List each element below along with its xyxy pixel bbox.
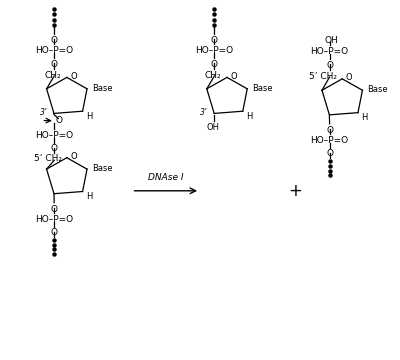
Text: O: O xyxy=(326,126,333,135)
Text: O: O xyxy=(70,152,77,161)
Text: O: O xyxy=(51,228,58,237)
Text: Base: Base xyxy=(92,84,113,93)
Text: O: O xyxy=(51,204,58,213)
Text: O: O xyxy=(56,116,62,125)
Text: DNAse I: DNAse I xyxy=(148,173,184,182)
Text: O: O xyxy=(346,73,352,82)
Text: Base: Base xyxy=(92,164,113,173)
Text: HO–P=O: HO–P=O xyxy=(35,215,73,224)
Text: CH₂: CH₂ xyxy=(44,71,61,80)
Text: H: H xyxy=(86,192,92,201)
Text: 5’ CH₂: 5’ CH₂ xyxy=(34,154,62,163)
Text: OH: OH xyxy=(324,36,338,45)
Text: O: O xyxy=(51,144,58,153)
Text: O: O xyxy=(211,60,218,69)
Text: HO–P=O: HO–P=O xyxy=(35,131,73,140)
Text: OH: OH xyxy=(207,123,220,132)
Text: HO–P=O: HO–P=O xyxy=(35,46,73,55)
Text: O: O xyxy=(211,36,218,45)
Text: H: H xyxy=(362,113,368,122)
Text: O: O xyxy=(70,72,77,81)
Text: H: H xyxy=(246,112,253,121)
Text: Base: Base xyxy=(252,84,273,93)
Text: O: O xyxy=(326,61,333,70)
Text: HO–P=O: HO–P=O xyxy=(195,46,234,55)
Text: O: O xyxy=(51,60,58,69)
Text: O: O xyxy=(230,72,237,81)
Text: Base: Base xyxy=(368,85,388,94)
Text: O: O xyxy=(326,149,333,158)
Text: H: H xyxy=(86,112,92,121)
Text: 3’: 3’ xyxy=(40,108,47,117)
Text: 5’ CH₂: 5’ CH₂ xyxy=(309,72,337,81)
Text: O: O xyxy=(51,36,58,45)
Text: 3’: 3’ xyxy=(200,108,207,117)
Text: CH₂: CH₂ xyxy=(205,71,221,80)
Text: +: + xyxy=(288,182,302,200)
Text: HO–P=O: HO–P=O xyxy=(310,47,349,56)
Text: HO–P=O: HO–P=O xyxy=(310,136,349,145)
